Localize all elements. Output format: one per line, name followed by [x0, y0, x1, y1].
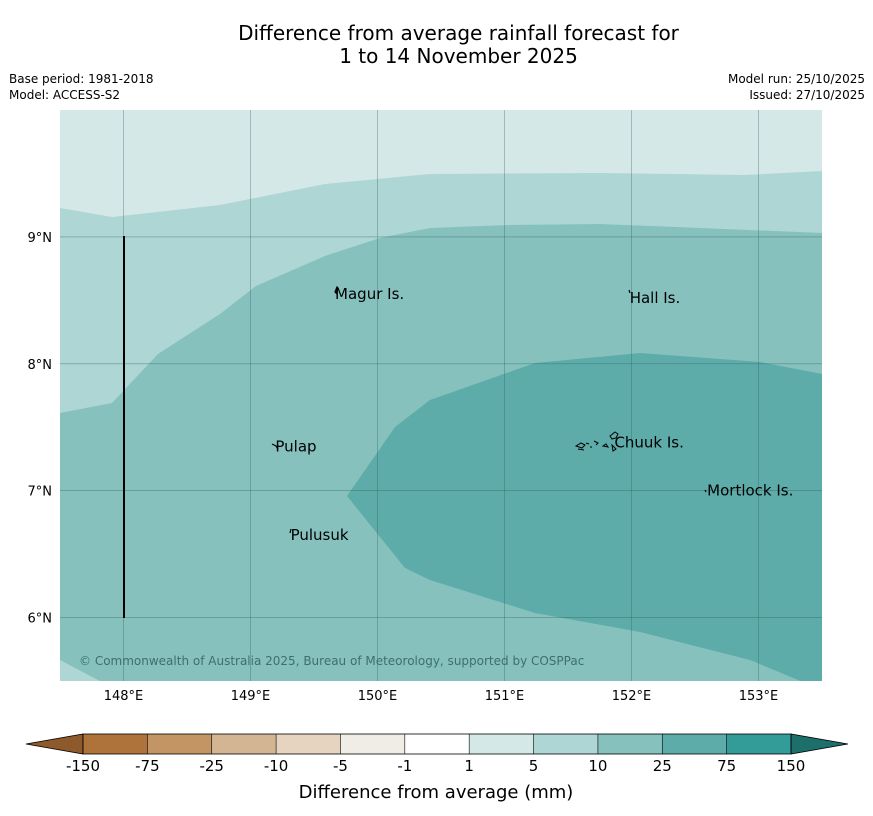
latitude-tick-label: 7°N	[28, 485, 53, 500]
colorbar-tick-label: -10	[264, 757, 289, 775]
colorbar-segment	[597, 734, 663, 754]
meta-left: Base period: 1981-2018 Model: ACCESS-S2	[9, 71, 154, 103]
issued-date: Issued: 27/10/2025	[749, 88, 865, 102]
hall-island-icon	[628, 289, 631, 294]
colorbar-segment	[469, 734, 534, 754]
islands	[271, 285, 707, 534]
map-area[interactable]	[60, 110, 822, 690]
place-label: Mortlock Is.	[707, 482, 793, 500]
place-label: Magur Is.	[335, 285, 404, 303]
colorbar-segment	[83, 734, 148, 754]
title-line-2: 1 to 14 November 2025	[339, 44, 578, 68]
longitude-tick-label: 149°E	[231, 689, 271, 704]
graticule	[60, 110, 822, 681]
copyright-notice: © Commonwealth of Australia 2025, Bureau…	[79, 654, 584, 668]
colorbar-segment	[211, 734, 277, 754]
colorbar-segment	[340, 734, 405, 754]
colorbar-tick-label: 10	[588, 757, 607, 775]
colorbar-tick-label: -1	[397, 757, 412, 775]
colorbar-tick-label: 25	[653, 757, 672, 775]
place-labels: Magur Is. Hall Is. Pulap Chuuk Is. Mortlock …	[275, 285, 793, 544]
mortlock-island-icon	[704, 489, 707, 493]
colorbar-tick-label: 75	[717, 757, 736, 775]
colorbar-tick-label: 5	[529, 757, 539, 775]
magur-island-icon	[334, 285, 339, 295]
place-label: Pulusuk	[291, 526, 349, 544]
colorbar-segment	[404, 734, 470, 754]
longitude-tick-label: 151°E	[485, 689, 525, 704]
rainfall-band-25-to-75-core	[347, 353, 822, 681]
pulusuk-island-icon	[289, 528, 292, 534]
colorbar-tick-label: 1	[464, 757, 474, 775]
colorbar-segment	[533, 734, 598, 754]
model-name: Model: ACCESS-S2	[9, 88, 121, 102]
longitude-tick-label: 153°E	[739, 689, 779, 704]
longitude-tick-label: 150°E	[358, 689, 398, 704]
longitude-labels: 148°E 149°E 150°E 151°E 152°E 153°E	[104, 689, 779, 704]
latitude-labels: 9°N 8°N 7°N 6°N	[28, 231, 53, 627]
longitude-tick-label: 148°E	[104, 689, 144, 704]
place-label: Chuuk Is.	[614, 433, 683, 451]
colorbar-segment	[662, 734, 727, 754]
map-title: Difference from average rainfall forecas…	[0, 22, 873, 68]
place-label: Hall Is.	[630, 289, 681, 307]
base-period: Base period: 1981-2018	[9, 72, 154, 86]
place-label: Pulap	[275, 437, 316, 455]
colorbar-segment	[276, 734, 341, 754]
colorbar-tick-label: -5	[333, 757, 348, 775]
colorbar-tick-label: -150	[66, 757, 100, 775]
colorbar-low-extend	[25, 733, 84, 755]
meta-right: Model run: 25/10/2025 Issued: 27/10/2025	[728, 71, 865, 103]
colorbar-tick-label: -75	[135, 757, 160, 775]
colorbar: -150 -75 -25 -10 -5 -1 1 5 10 25 75 150	[25, 733, 849, 775]
longitude-tick-label: 152°E	[612, 689, 652, 704]
colorbar-high-extend	[790, 733, 849, 755]
colorbar-segment	[726, 734, 791, 754]
latitude-tick-label: 8°N	[28, 358, 53, 373]
title-line-1: Difference from average rainfall forecas…	[238, 21, 679, 45]
chuuk-lagoon-icon	[574, 431, 619, 452]
latitude-tick-label: 9°N	[28, 231, 53, 246]
colorbar-label: Difference from average (mm)	[299, 782, 574, 803]
colorbar-tick-label: 150	[777, 757, 806, 775]
colorbar-tick-label: -25	[199, 757, 224, 775]
rainfall-band-corner	[60, 660, 100, 681]
latitude-tick-label: 6°N	[28, 612, 53, 627]
colorbar-segment	[147, 734, 212, 754]
pulap-island-icon	[271, 443, 279, 450]
model-run: Model run: 25/10/2025	[727, 72, 865, 86]
